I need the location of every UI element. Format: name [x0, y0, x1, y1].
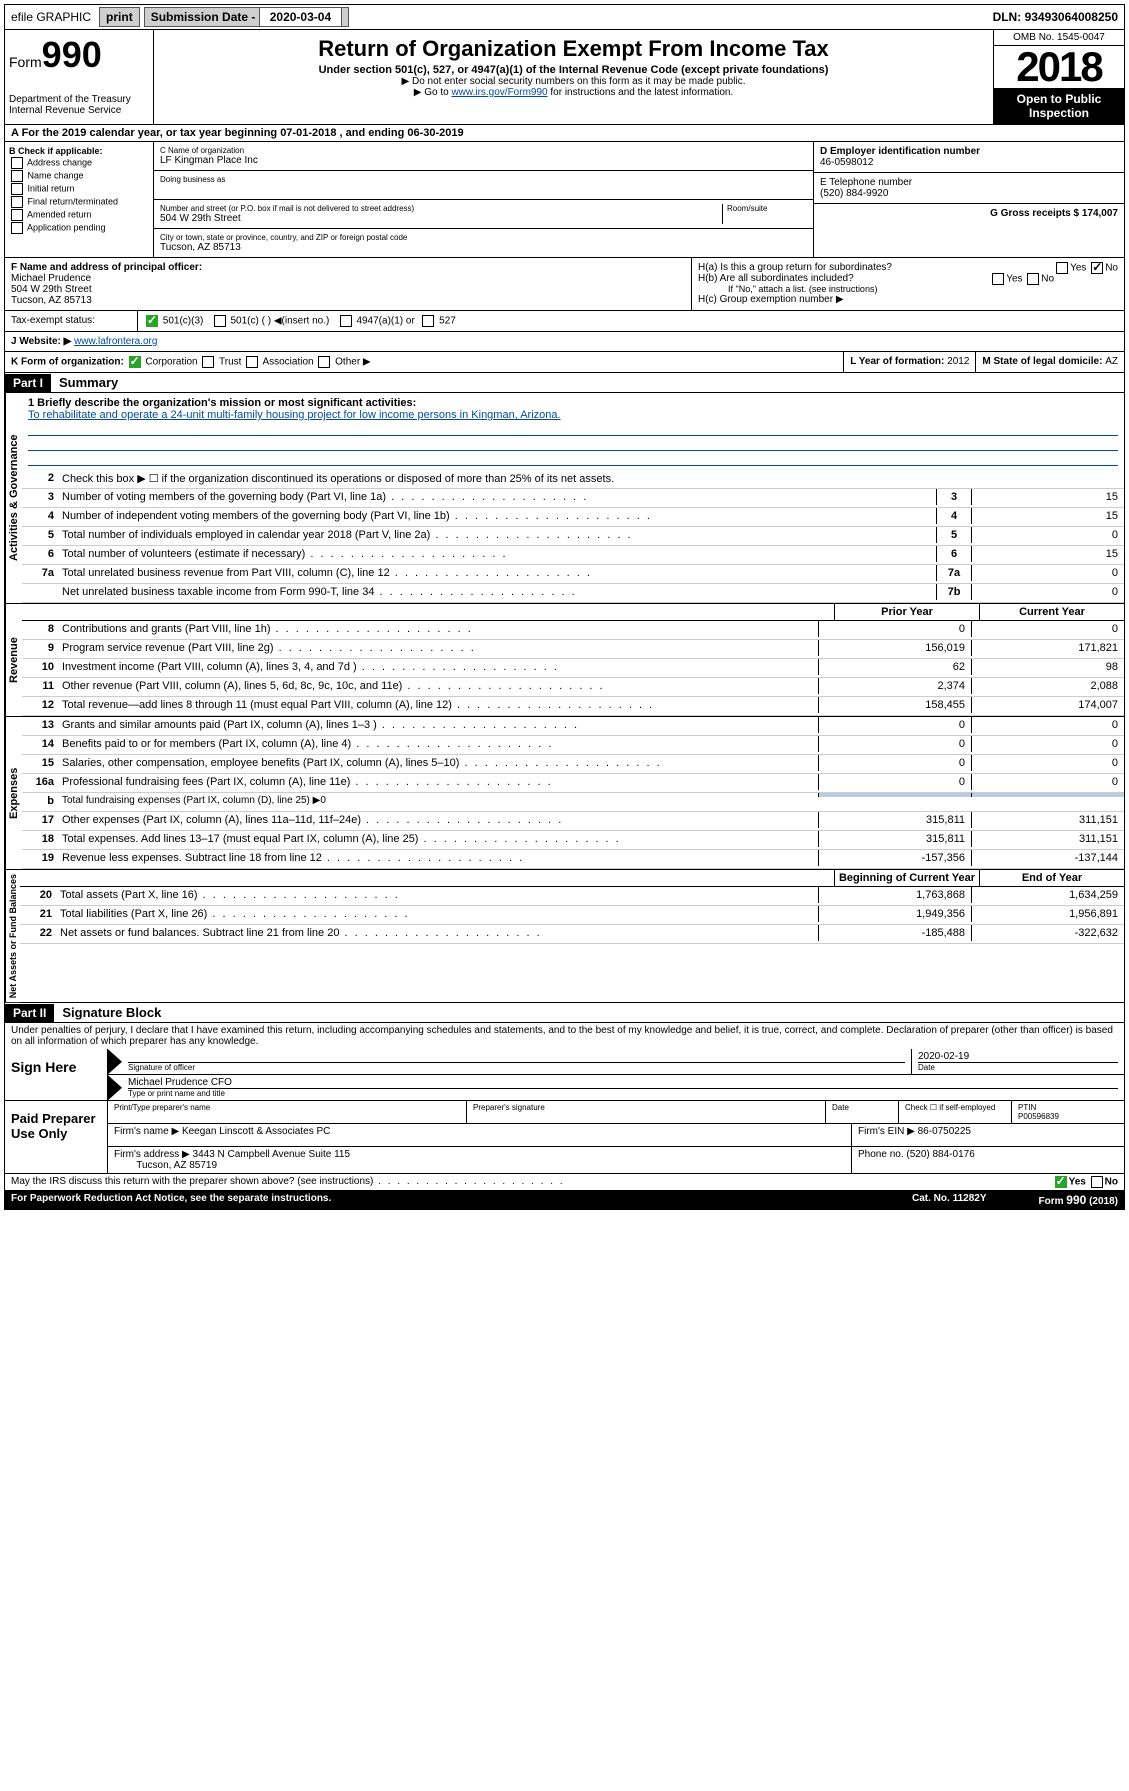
row-a: A For the 2019 calendar year, or tax yea…: [4, 125, 1125, 142]
footer: For Paperwork Reduction Act Notice, see …: [4, 1191, 1125, 1210]
data-line: 19Revenue less expenses. Subtract line 1…: [22, 850, 1124, 869]
box-c: C Name of organizationLF Kingman Place I…: [154, 142, 813, 257]
data-line: 17Other expenses (Part IX, column (A), l…: [22, 812, 1124, 831]
header-title: Return of Organization Exempt From Incom…: [154, 30, 993, 124]
irs-link[interactable]: www.irs.gov/Form990: [451, 87, 547, 98]
row-fh: F Name and address of principal officer:…: [4, 258, 1125, 311]
data-line: Net unrelated business taxable income fr…: [22, 584, 1124, 603]
discuss-row: May the IRS discuss this return with the…: [4, 1174, 1125, 1191]
print-button[interactable]: print: [99, 7, 140, 27]
data-line: 6Total number of volunteers (estimate if…: [22, 546, 1124, 565]
header-right: OMB No. 1545-0047 2018 Open to PublicIns…: [993, 30, 1124, 124]
website-link[interactable]: www.lafrontera.org: [74, 336, 157, 347]
data-line: 7aTotal unrelated business revenue from …: [22, 565, 1124, 584]
top-bar: efile GRAPHIC print Submission Date - 20…: [4, 4, 1125, 30]
data-line: 4Number of independent voting members of…: [22, 508, 1124, 527]
data-line: 16aProfessional fundraising fees (Part I…: [22, 774, 1124, 793]
submission-label: Submission Date - 2020-03-04: [144, 7, 349, 27]
data-line: 22Net assets or fund balances. Subtract …: [20, 925, 1124, 944]
part2-tag: Part II: [5, 1004, 54, 1022]
data-line: 9Program service revenue (Part VIII, lin…: [22, 640, 1124, 659]
dln: DLN: 93493064008250: [987, 8, 1124, 26]
data-line: 8Contributions and grants (Part VIII, li…: [22, 621, 1124, 640]
part2-title: Signature Block: [54, 1003, 169, 1022]
right-boxes: D Employer identification number46-05980…: [813, 142, 1124, 257]
data-line: 10Investment income (Part VIII, column (…: [22, 659, 1124, 678]
data-line: 3Number of voting members of the governi…: [22, 489, 1124, 508]
header: Form990 Department of the Treasury Inter…: [4, 30, 1125, 125]
data-line: 5Total number of individuals employed in…: [22, 527, 1124, 546]
revenue-section: Revenue Prior YearCurrent Year 8Contribu…: [4, 604, 1125, 717]
data-line: 2Check this box ▶ ☐ if the organization …: [22, 470, 1124, 489]
row-i: Tax-exempt status: 501(c)(3) 501(c) ( ) …: [4, 311, 1125, 332]
row-j: J Website: ▶ www.lafrontera.org: [4, 332, 1125, 352]
box-b: B Check if applicable: Address change Na…: [5, 142, 154, 257]
governance-section: Activities & Governance 1 Briefly descri…: [4, 393, 1125, 604]
data-line: bTotal fundraising expenses (Part IX, co…: [22, 793, 1124, 812]
efile-label: efile GRAPHIC: [5, 8, 97, 26]
form-id: Form990 Department of the Treasury Inter…: [5, 30, 154, 124]
expenses-section: Expenses 13Grants and similar amounts pa…: [4, 717, 1125, 870]
part1-tag: Part I: [5, 374, 51, 392]
row-k: K Form of organization: Corporation Trus…: [4, 352, 1125, 373]
data-line: 15Salaries, other compensation, employee…: [22, 755, 1124, 774]
data-line: 11Other revenue (Part VIII, column (A), …: [22, 678, 1124, 697]
data-line: 13Grants and similar amounts paid (Part …: [22, 717, 1124, 736]
data-line: 12Total revenue—add lines 8 through 11 (…: [22, 697, 1124, 716]
signature-block: Under penalties of perjury, I declare th…: [4, 1023, 1125, 1174]
data-line: 20Total assets (Part X, line 16)1,763,86…: [20, 887, 1124, 906]
data-line: 14Benefits paid to or for members (Part …: [22, 736, 1124, 755]
net-section: Net Assets or Fund Balances Beginning of…: [4, 870, 1125, 1003]
entity-block: B Check if applicable: Address change Na…: [4, 142, 1125, 258]
data-line: 21Total liabilities (Part X, line 26)1,9…: [20, 906, 1124, 925]
data-line: 18Total expenses. Add lines 13–17 (must …: [22, 831, 1124, 850]
part1-title: Summary: [51, 373, 126, 392]
submission-date: 2020-03-04: [259, 7, 342, 27]
